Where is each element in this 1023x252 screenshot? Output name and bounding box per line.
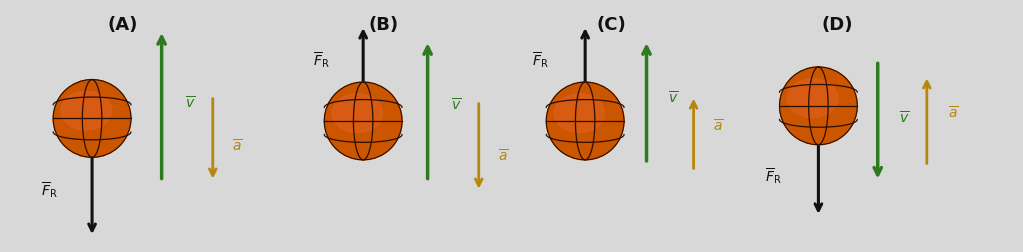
Text: $\overline{F}_{\rm R}$: $\overline{F}_{\rm R}$ — [765, 167, 782, 186]
Ellipse shape — [546, 82, 624, 160]
Text: $\overline{v}$: $\overline{v}$ — [185, 95, 195, 111]
Ellipse shape — [788, 79, 838, 117]
Ellipse shape — [53, 80, 131, 157]
Ellipse shape — [61, 91, 112, 130]
Ellipse shape — [332, 94, 383, 133]
Text: $\overline{F}_{\rm R}$: $\overline{F}_{\rm R}$ — [41, 180, 57, 200]
Text: (D): (D) — [821, 16, 852, 34]
Text: $\overline{a}$: $\overline{a}$ — [948, 105, 959, 121]
Text: $\overline{F}_{\rm R}$: $\overline{F}_{\rm R}$ — [532, 51, 548, 70]
Text: $\overline{v}$: $\overline{v}$ — [668, 90, 678, 106]
Text: $\overline{v}$: $\overline{v}$ — [899, 110, 909, 127]
Text: $\overline{a}$: $\overline{a}$ — [713, 118, 723, 134]
Text: (C): (C) — [596, 16, 627, 34]
Text: $\overline{F}_{\rm R}$: $\overline{F}_{\rm R}$ — [313, 51, 329, 70]
Ellipse shape — [554, 94, 605, 133]
Text: $\overline{v}$: $\overline{v}$ — [451, 98, 461, 114]
Text: (B): (B) — [368, 16, 399, 34]
Text: (A): (A) — [107, 16, 138, 34]
Ellipse shape — [780, 67, 857, 145]
Text: $\overline{a}$: $\overline{a}$ — [232, 138, 242, 154]
Ellipse shape — [324, 82, 402, 160]
Text: $\overline{a}$: $\overline{a}$ — [498, 148, 508, 164]
